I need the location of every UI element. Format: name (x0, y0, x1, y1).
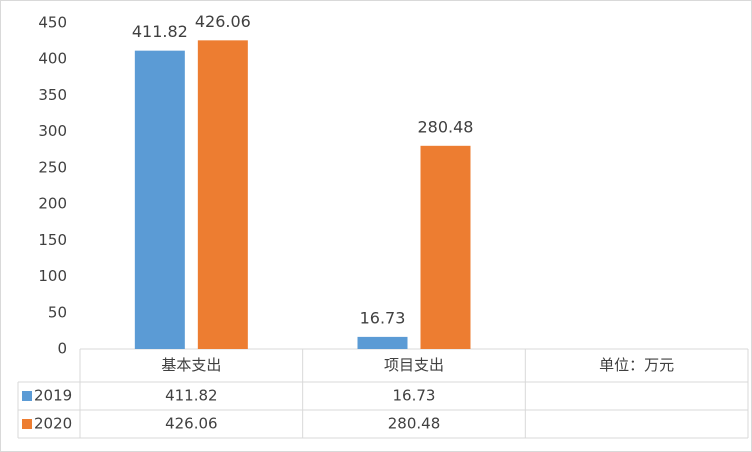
legend-label: 2019 (34, 387, 72, 405)
bar (134, 50, 185, 349)
legend-swatch (22, 419, 32, 429)
bar (357, 336, 408, 349)
value-label: 280.48 (418, 117, 474, 136)
y-tick-label: 150 (38, 231, 67, 249)
x-tick-label: 项目支出 (384, 356, 444, 374)
value-label: 411.82 (132, 22, 188, 41)
legend-swatch (22, 391, 32, 401)
bar (197, 40, 248, 349)
y-tick-label: 100 (38, 267, 67, 285)
y-tick-label: 50 (48, 303, 67, 321)
y-tick-label: 0 (57, 340, 67, 358)
x-tick-label: 单位：万元 (599, 356, 674, 374)
table-cell: 411.82 (165, 387, 218, 405)
legend-label: 2020 (34, 415, 72, 433)
value-label: 426.06 (195, 12, 251, 31)
y-tick-label: 300 (38, 122, 67, 140)
table-cell: 426.06 (165, 415, 218, 433)
y-tick-label: 200 (38, 195, 67, 213)
y-tick-label: 250 (38, 158, 67, 176)
bar (420, 145, 471, 349)
y-tick-label: 450 (38, 14, 67, 32)
x-tick-label: 基本支出 (161, 356, 221, 374)
table-cell: 280.48 (388, 415, 441, 433)
y-tick-label: 400 (38, 50, 67, 68)
y-tick-label: 350 (38, 86, 67, 104)
value-label: 16.73 (360, 308, 406, 327)
table-cell: 16.73 (393, 387, 436, 405)
